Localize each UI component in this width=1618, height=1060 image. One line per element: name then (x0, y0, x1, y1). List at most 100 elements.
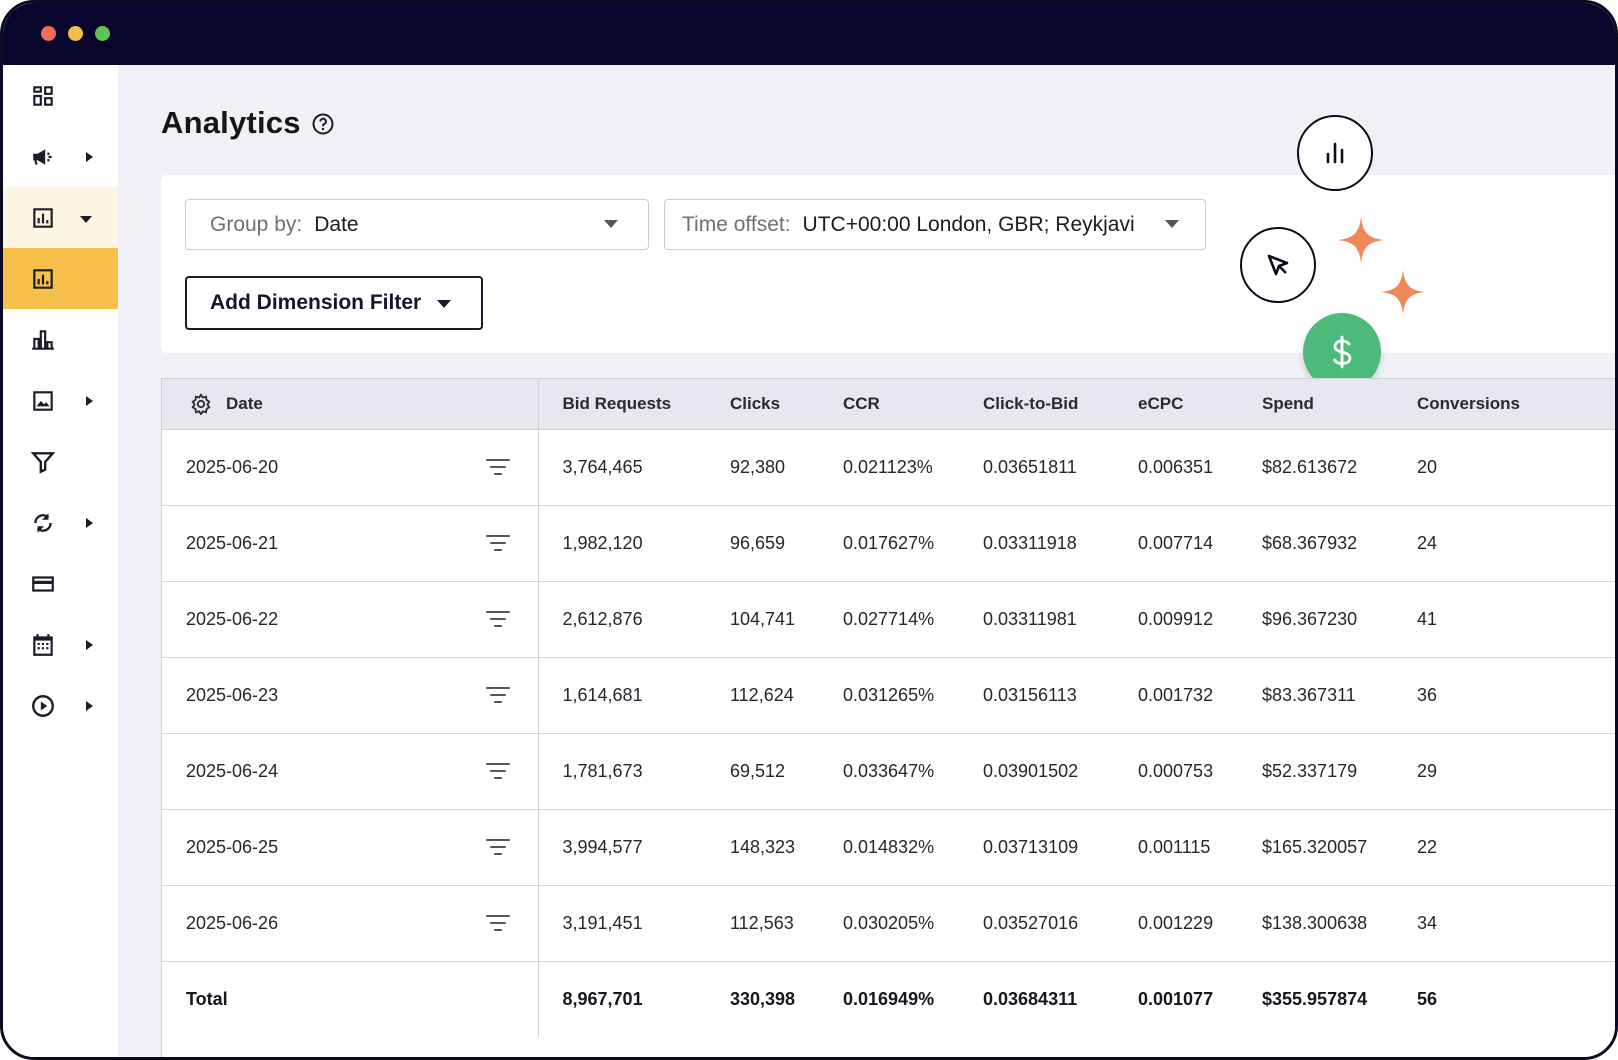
sparkle-icon (1381, 270, 1425, 314)
filter-lines-icon[interactable] (485, 838, 510, 856)
bar-chart-circle-icon (1297, 115, 1373, 191)
cell-date-value: 2025-06-24 (186, 760, 279, 781)
cell-click-to-bid-value: 0.03311918 (983, 532, 1077, 553)
time-offset-select[interactable]: Time offset: UTC+00:00 London, GBR; Reyk… (664, 199, 1206, 250)
cell-ecpc-value: 0.000753 (1138, 760, 1214, 781)
cell-conversions-value: 20 (1417, 456, 1438, 477)
cell-spend: $138.300638 (1238, 885, 1393, 962)
column-header-ecpc[interactable]: eCPC (1114, 379, 1238, 430)
sidebar-item-creatives[interactable] (3, 370, 118, 431)
add-dimension-filter-button[interactable]: Add Dimension Filter (185, 276, 483, 330)
table-row[interactable]: 2025-06-26 3,191,451 112,563 0.030205% 0.035… (162, 885, 1615, 962)
cell-clicks-value: 69,512 (730, 760, 786, 781)
cell-clicks: 112,624 (706, 657, 819, 734)
cell-clicks: 69,512 (706, 733, 819, 810)
cell-click-to-bid: 0.03713109 (959, 809, 1114, 886)
analytics-table: Date Bid Requests Clicks CCR Click-to-Bi… (161, 378, 1615, 1057)
sidebar-item-insights[interactable] (3, 309, 118, 370)
cell-bid-requests: 3,191,451 (538, 885, 706, 962)
table-row[interactable]: 2025-06-24 1,781,673 69,512 0.033647% 0.0390… (162, 733, 1615, 810)
caret-right-icon (86, 640, 93, 650)
filter-lines-icon[interactable] (485, 610, 510, 628)
maximize-window-button[interactable] (95, 26, 110, 41)
cell-click-to-bid: 0.03901502 (959, 733, 1114, 810)
table-row[interactable]: 2025-06-22 2,612,876 104,741 0.027714% 0.033… (162, 581, 1615, 658)
cell-bid-requests-value: 1,781,673 (562, 760, 643, 781)
filter-funnel-icon (30, 452, 56, 474)
group-by-select[interactable]: Group by: Date (185, 199, 649, 250)
cell-ecpc-value: 0.007714 (1138, 532, 1214, 553)
cell-ccr: 0.021123% (819, 429, 959, 506)
column-header-conversions[interactable]: Conversions (1393, 379, 1615, 430)
filter-lines-icon[interactable] (485, 914, 510, 932)
cell-spend: $82.613672 (1238, 429, 1393, 506)
cell-date: 2025-06-20 (162, 429, 539, 506)
cell-bid-requests: 3,764,465 (538, 429, 706, 506)
filter-lines-icon[interactable] (485, 686, 510, 704)
image-icon (33, 391, 53, 411)
table-row[interactable]: 2025-06-25 3,994,577 148,323 0.014832% 0.037… (162, 809, 1615, 886)
sidebar-item-reports[interactable] (3, 187, 118, 248)
cell-conversions: 36 (1393, 657, 1615, 734)
cell-bid-requests-value: 3,994,577 (562, 836, 643, 857)
caret-right-icon (86, 518, 93, 528)
cell-click-to-bid-value: 0.03527016 (983, 912, 1079, 933)
cell-conversions: 29 (1393, 733, 1615, 810)
sidebar-item-campaigns[interactable] (3, 126, 118, 187)
help-icon[interactable] (311, 112, 335, 136)
cell-bid-requests: 3,994,577 (538, 809, 706, 886)
cell-click-to-bid-value: 0.03311981 (983, 608, 1077, 629)
cell-spend: $52.337179 (1238, 733, 1393, 810)
cell-spend-value: $82.613672 (1262, 456, 1358, 477)
column-header-bid-requests[interactable]: Bid Requests (538, 379, 706, 430)
total-cell-spend: $355.957874 (1262, 988, 1368, 1009)
cell-ccr: 0.033647% (819, 733, 959, 810)
cell-conversions-value: 24 (1417, 532, 1438, 553)
cell-bid-requests-value: 2,612,876 (562, 608, 643, 629)
caret-right-icon (86, 152, 93, 162)
total-cell-ecpc: 0.001077 (1138, 988, 1214, 1009)
cell-clicks-value: 104,741 (730, 608, 796, 629)
credit-card-icon (32, 576, 54, 592)
cell-bid-requests-value: 3,191,451 (562, 912, 643, 933)
column-header-date[interactable]: Date (162, 379, 539, 430)
cell-ccr-value: 0.031265% (843, 684, 935, 705)
cell-ccr-value: 0.027714% (843, 608, 935, 629)
filter-lines-icon[interactable] (485, 458, 510, 476)
cell-clicks-value: 112,624 (730, 684, 794, 705)
time-offset-label: Time offset: (682, 212, 791, 236)
column-header-clicks[interactable]: Clicks (706, 379, 819, 430)
group-by-label: Group by: (210, 212, 303, 236)
cell-date-value: 2025-06-21 (186, 532, 279, 553)
cell-date-value: 2025-06-22 (186, 608, 279, 629)
table-row[interactable]: 2025-06-23 1,614,681 112,624 0.031265% 0.031… (162, 657, 1615, 734)
total-cell-ccr: 0.016949% (843, 988, 935, 1009)
column-header-label: Date (226, 393, 263, 413)
close-window-button[interactable] (41, 26, 56, 41)
table-row[interactable]: 2025-06-20 3,764,465 92,380 0.021123% 0.0365… (162, 429, 1615, 506)
sidebar-item-media[interactable] (3, 675, 118, 736)
cell-ccr: 0.031265% (819, 657, 959, 734)
sidebar-item-dashboard[interactable] (3, 65, 118, 126)
cell-conversions: 24 (1393, 505, 1615, 582)
cell-conversions: 20 (1393, 429, 1615, 506)
filter-lines-icon[interactable] (485, 534, 510, 552)
column-header-ccr[interactable]: CCR (819, 379, 959, 430)
gear-icon[interactable] (190, 392, 212, 415)
filter-lines-icon[interactable] (485, 762, 510, 780)
cell-clicks: 148,323 (706, 809, 819, 886)
sidebar-item-integrations[interactable] (3, 492, 118, 553)
column-header-spend[interactable]: Spend (1238, 379, 1393, 430)
play-circle-icon (32, 695, 54, 717)
sidebar-item-billing[interactable] (3, 553, 118, 614)
sidebar-item-audiences[interactable] (3, 431, 118, 492)
chevron-down-icon (1165, 220, 1179, 228)
table-row[interactable]: 2025-06-21 1,982,120 96,659 0.017627% 0.0331… (162, 505, 1615, 582)
cell-click-to-bid-value: 0.03713109 (983, 836, 1079, 857)
sidebar-item-schedule[interactable] (3, 614, 118, 675)
total-cell-bid-requests: 8,967,701 (562, 988, 643, 1009)
page-title: Analytics (161, 105, 301, 140)
minimize-window-button[interactable] (68, 26, 83, 41)
sidebar-item-analytics[interactable] (3, 248, 118, 309)
column-header-click-to-bid[interactable]: Click-to-Bid (959, 379, 1114, 430)
